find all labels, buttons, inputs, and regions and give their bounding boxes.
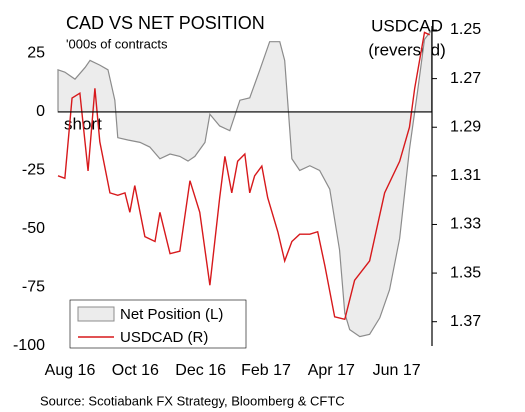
- y-tick-label: -50: [22, 220, 45, 237]
- y2-tick-label: 1.31: [450, 167, 481, 184]
- plot: [57, 28, 433, 338]
- y2-title: USDCAD: [371, 16, 443, 35]
- legend-label: USDCAD (R): [120, 329, 208, 346]
- x-tick-label: Jun 17: [373, 362, 421, 379]
- line: [57, 31, 431, 321]
- x-tick-label: Oct 16: [112, 362, 159, 379]
- legend-label: Net Position (L): [120, 306, 223, 323]
- y2-tick-label: 1.33: [450, 216, 481, 233]
- source: Source: Scotiabank FX Strategy, Bloomber…: [40, 393, 345, 408]
- x-tick-label: Aug 16: [45, 362, 96, 379]
- x-tick-label: Feb 17: [241, 362, 291, 379]
- y2-tick-label: 1.35: [450, 264, 481, 281]
- chart-subtitle: '000s of contracts: [66, 36, 168, 51]
- y-tick-label: -25: [22, 162, 45, 179]
- y-tick-label: -75: [22, 279, 45, 296]
- y2-tick-label: 1.29: [450, 118, 481, 135]
- x-tick-label: Dec 16: [175, 362, 226, 379]
- legend-swatch: [77, 306, 115, 322]
- x-tick-label: Apr 17: [308, 362, 355, 379]
- chart-title: CAD VS NET POSITION: [66, 13, 265, 33]
- y-tick-label: 0: [36, 103, 45, 120]
- y-tick-label: -100: [13, 337, 45, 354]
- area: [57, 28, 433, 338]
- y2-tick-label: 1.27: [450, 70, 481, 87]
- y2-title: (reversed): [368, 40, 445, 59]
- legend: Net Position (L) USDCAD (R): [69, 299, 247, 349]
- y2-tick-label: 1.25: [450, 21, 481, 38]
- y2-tick-label: 1.37: [450, 313, 481, 330]
- y-tick-label: 25: [27, 45, 45, 62]
